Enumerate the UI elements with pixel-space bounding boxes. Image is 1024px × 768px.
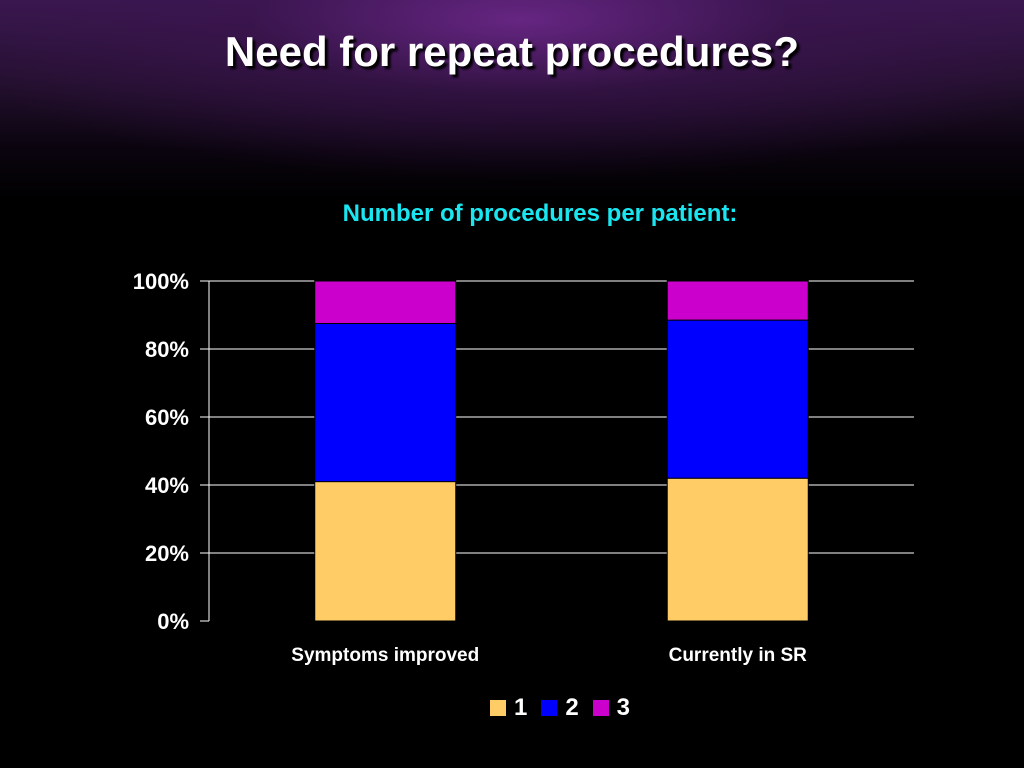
y-tick-labels: 0% 20% 40% 60% 80% 100% [133,269,189,634]
bar-segment-series-2 [314,323,457,483]
slide-title: Need for repeat procedures? [224,28,800,75]
legend-swatch [541,700,558,716]
legend-item: 3 [592,694,631,722]
legend-item: 2 [541,694,579,722]
legend-label: 2 [565,694,579,721]
category-labels: Symptoms improved Currently in SR [291,645,807,666]
bar-segment-series-1 [314,481,457,622]
header-background [0,0,1024,200]
bar-segment-series-1 [666,477,809,622]
chart-title: Number of procedures per patient: [342,200,738,227]
legend-label: 1 [513,694,528,721]
legend: 1 2 3 [0,694,1024,722]
bar-segment-series-3 [314,280,457,324]
bar-segment-series-3 [666,280,809,321]
legend-item: 1 [489,694,528,722]
y-tick-label: 60% [145,405,189,430]
bar-segment-series-2 [666,319,809,479]
y-tick-label: 80% [145,337,189,362]
y-tick-label: 40% [145,473,189,498]
y-axis [200,280,210,622]
y-tick-label: 20% [145,541,189,566]
legend-swatch [489,700,506,716]
legend-swatch [592,700,609,716]
category-label: Currently in SR [669,645,808,666]
y-tick-label: 0% [157,609,189,634]
bars [314,280,809,622]
y-tick-label: 100% [133,269,189,294]
category-label: Symptoms improved [291,645,479,666]
legend-label: 3 [616,694,631,721]
